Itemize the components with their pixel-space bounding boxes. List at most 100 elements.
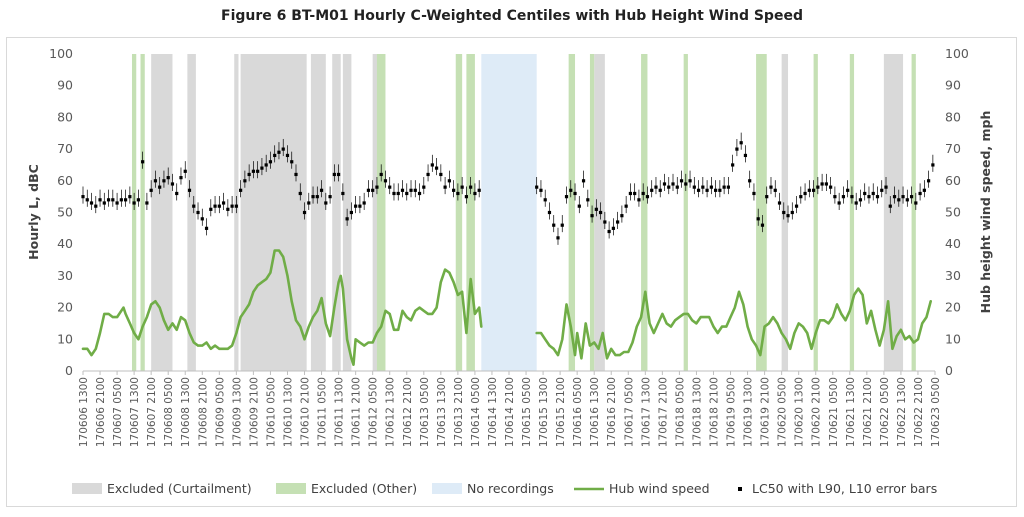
lc50-point [162, 179, 166, 183]
band-curtailment-1 [187, 54, 196, 371]
lc50-point [158, 185, 162, 189]
x-tick-label: 170622 0500 [879, 377, 891, 447]
lc50-point [803, 191, 807, 196]
y-tick-label: 100 [49, 46, 73, 61]
lc50-point [756, 217, 760, 221]
lc50-point [464, 195, 468, 199]
lc50-point [765, 195, 769, 199]
lc50-point [854, 201, 858, 205]
band-other-3 [455, 54, 463, 371]
lc50-point [234, 204, 238, 208]
lc50-point [102, 201, 106, 205]
y2-axis-label: Hub height wind speed, mph [978, 111, 993, 314]
lc50-point [777, 201, 782, 205]
x-tick-label: 170607 2100 [146, 377, 158, 447]
x-tick-label: 170609 1300 [231, 377, 243, 447]
y-tick-label: 50 [57, 205, 73, 220]
y2-tick-label: 60 [945, 173, 961, 188]
lc50-point [560, 223, 564, 227]
lc50-point [539, 188, 543, 192]
lc50-point [226, 207, 230, 211]
x-tick-label: 170612 0500 [368, 377, 380, 447]
lc50-point [918, 191, 922, 196]
x-tick-label: 170609 0500 [214, 377, 226, 447]
lc50-point [106, 198, 111, 202]
band-no-recordings-0 [481, 54, 537, 371]
lc50-point [328, 195, 332, 199]
lc50-point [430, 163, 434, 167]
x-tick-label: 170611 1300 [334, 377, 346, 447]
x-tick-label: 170623 0500 [930, 377, 942, 447]
y-tick-label: 90 [57, 78, 73, 93]
x-tick-label: 170616 1300 [589, 377, 601, 447]
y2-tick-label: 40 [945, 236, 961, 251]
x-tick-label: 170622 2100 [913, 377, 925, 447]
lc50-point [654, 185, 658, 189]
band-other-1 [140, 54, 145, 371]
lc50-point [590, 214, 594, 218]
band-curtailment-4 [310, 54, 326, 371]
lc50-point [658, 188, 662, 192]
lc50-point [688, 179, 692, 183]
x-tick-label: 170606 1300 [78, 377, 90, 447]
lc50-point [349, 210, 353, 215]
lc50-point [735, 147, 739, 151]
lc50-point [366, 188, 371, 192]
band-other-5 [568, 54, 576, 371]
x-tick-label: 170610 1300 [282, 377, 294, 447]
x-tick-label: 170616 2100 [606, 377, 618, 447]
y2-tick-label: 10 [945, 331, 961, 346]
x-tick-label: 170618 1300 [691, 377, 703, 447]
band-other-8 [683, 54, 688, 371]
lc50-point [379, 172, 383, 177]
band-other-7 [641, 54, 648, 371]
x-tick-label: 170608 1300 [180, 377, 192, 447]
lc50-point [816, 185, 820, 189]
lc50-point [456, 191, 460, 196]
lc50-point [192, 204, 196, 208]
lc50-point [141, 160, 145, 164]
wind-speed-line [535, 287, 933, 360]
legend-swatch-lc50 [738, 487, 742, 491]
lc50-point [897, 198, 901, 202]
lc50-point [850, 195, 854, 199]
y2-tick-label: 70 [945, 141, 961, 156]
x-tick-label: 170607 0500 [112, 377, 124, 447]
lc50-point [285, 153, 290, 158]
band-other-12 [911, 54, 916, 371]
lc50-point [837, 201, 841, 205]
lc50-point [469, 185, 473, 189]
x-tick-label: 170621 0500 [828, 377, 840, 447]
lc50-point [452, 188, 456, 192]
lc50-point [624, 204, 628, 208]
lc50-point [794, 204, 799, 208]
x-tick-label: 170620 2100 [811, 377, 823, 447]
lc50-point [417, 191, 422, 196]
lc50-point [769, 185, 773, 189]
lc50-point [833, 195, 837, 199]
legend-label-wind: Hub wind speed [609, 481, 710, 496]
x-tick-label: 170619 2100 [760, 377, 772, 447]
y2-tick-label: 100 [945, 46, 969, 61]
lc50-point [396, 191, 400, 196]
lc50-point [413, 188, 417, 192]
lc50-point [302, 210, 307, 215]
lc50-point [620, 214, 624, 218]
lc50-point [111, 198, 115, 202]
lc50-point [752, 191, 756, 196]
lc50-point [371, 188, 375, 192]
lc50-point [128, 195, 132, 199]
lc50-point [405, 191, 409, 196]
x-tick-label: 170622 1300 [896, 377, 908, 447]
lc50-point [239, 188, 243, 192]
lc50-point [714, 188, 718, 192]
lc50-point [581, 179, 586, 183]
lc50-point [573, 191, 577, 196]
y-axis-label: Hourly L, dBC [26, 164, 41, 260]
lc50-point [547, 210, 552, 215]
x-tick-label: 170612 2100 [402, 377, 414, 447]
lc50-point [811, 188, 816, 192]
lc50-point [931, 163, 935, 167]
x-tick-label: 170614 2100 [504, 377, 516, 447]
